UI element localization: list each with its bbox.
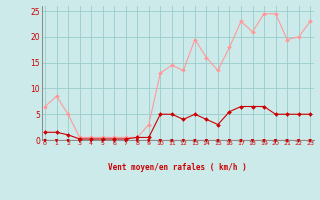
X-axis label: Vent moyen/en rafales ( km/h ): Vent moyen/en rafales ( km/h ): [108, 163, 247, 172]
